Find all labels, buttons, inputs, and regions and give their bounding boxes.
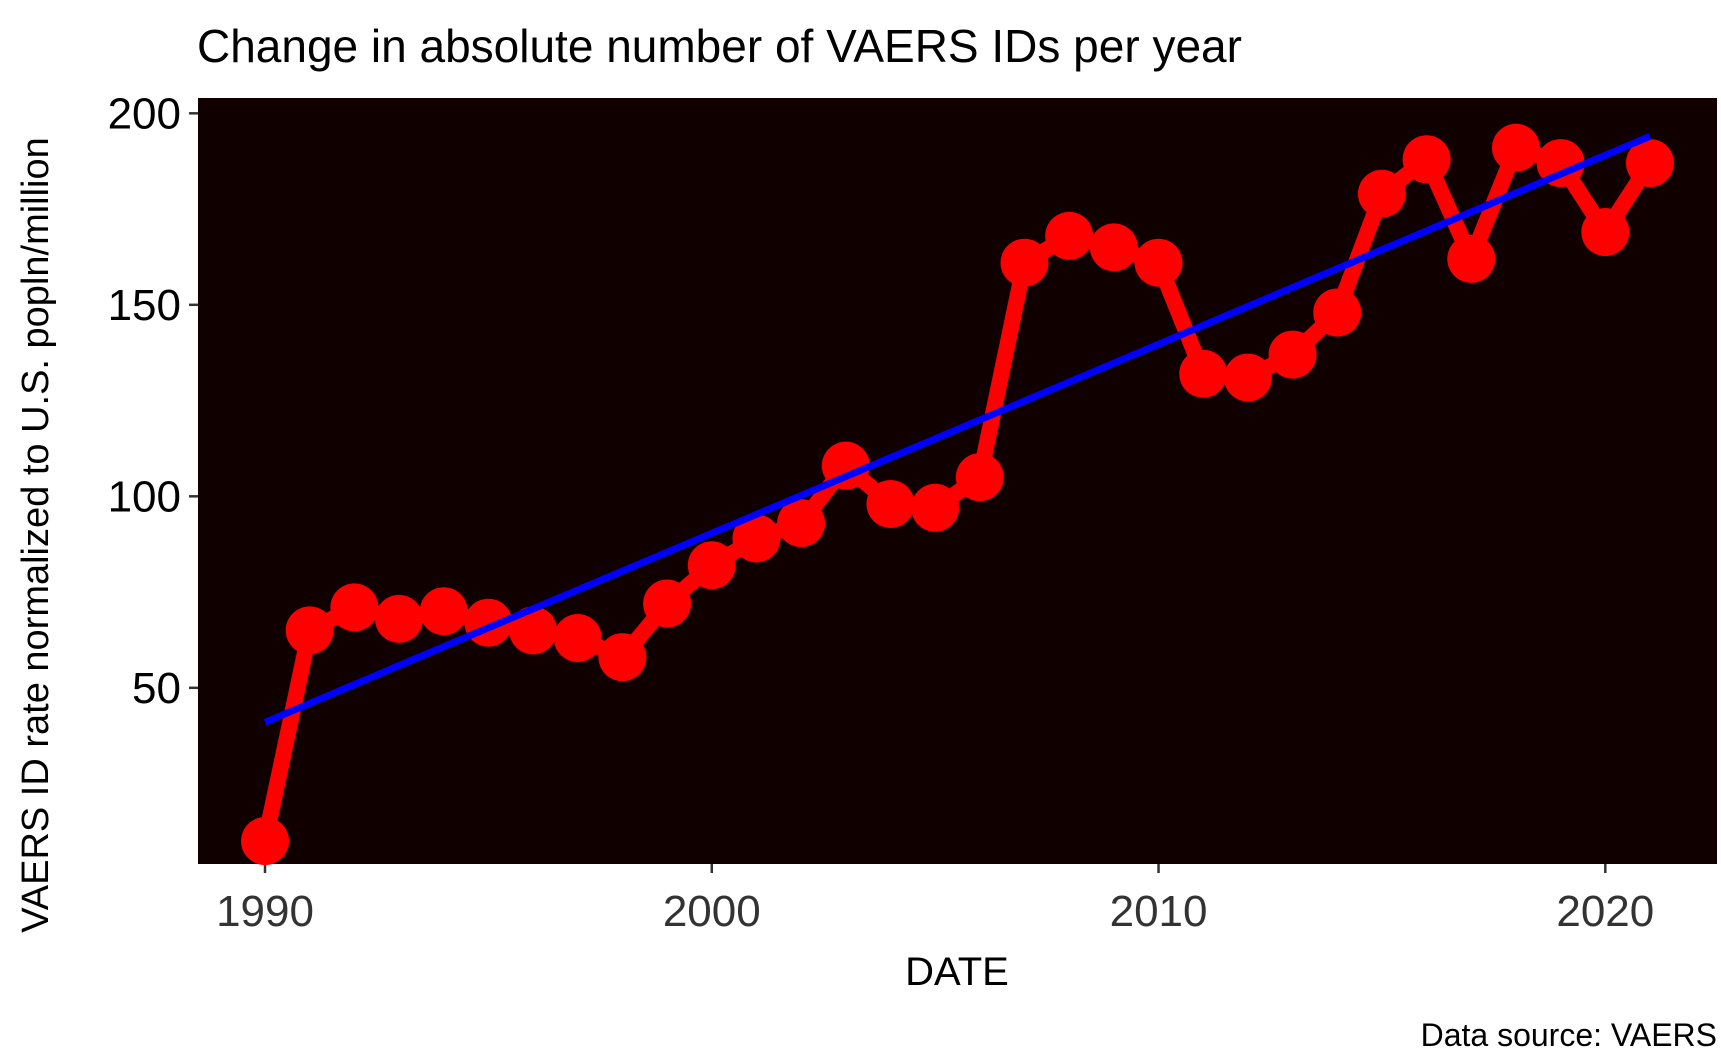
data-point [687,541,736,590]
data-point [285,606,334,655]
data-point [821,441,870,490]
data-point [1625,139,1674,188]
chart-marks [241,123,1674,866]
y-tick-label: 200 [108,89,181,138]
chart-title: Change in absolute number of VAERS IDs p… [197,20,1242,72]
x-tick-label: 2010 [1110,887,1208,936]
x-axis-label: DATE [905,950,1009,994]
axes: 50 100 150 200 1990 2000 2010 2020 [108,89,1655,936]
data-point [1447,234,1496,283]
data-point [241,817,290,866]
data-point [1313,288,1362,337]
data-point [375,594,424,643]
x-tick-label: 1990 [216,887,314,936]
x-tick-label: 2020 [1556,887,1654,936]
data-point [1179,349,1228,398]
data-point [419,587,468,636]
data-point [866,479,915,528]
data-point [1402,135,1451,184]
data-point [643,579,692,628]
data-point [911,483,960,532]
data-point [1536,139,1585,188]
data-point [1268,330,1317,379]
data-point [509,606,558,655]
data-point [732,514,781,563]
y-axis-label: VAERS ID rate normalized to U.S. popln/m… [15,137,57,933]
x-tick-label: 2000 [663,887,761,936]
data-point [1134,238,1183,287]
y-tick-label: 150 [108,281,181,330]
data-point [955,453,1004,502]
y-tick-label: 50 [132,664,181,713]
data-point [1581,208,1630,257]
data-point [553,614,602,663]
data-point [1491,123,1540,172]
data-point [598,633,647,682]
trend-line [263,133,1652,726]
data-point [1045,211,1094,260]
data-point [1357,169,1406,218]
data-point [1089,223,1138,272]
data-source-caption: Data source: VAERS [1421,1017,1717,1053]
data-point [330,583,379,632]
data-point [1000,238,1049,287]
data-point [1223,353,1272,402]
data-point [777,499,826,548]
y-tick-label: 100 [108,472,181,521]
